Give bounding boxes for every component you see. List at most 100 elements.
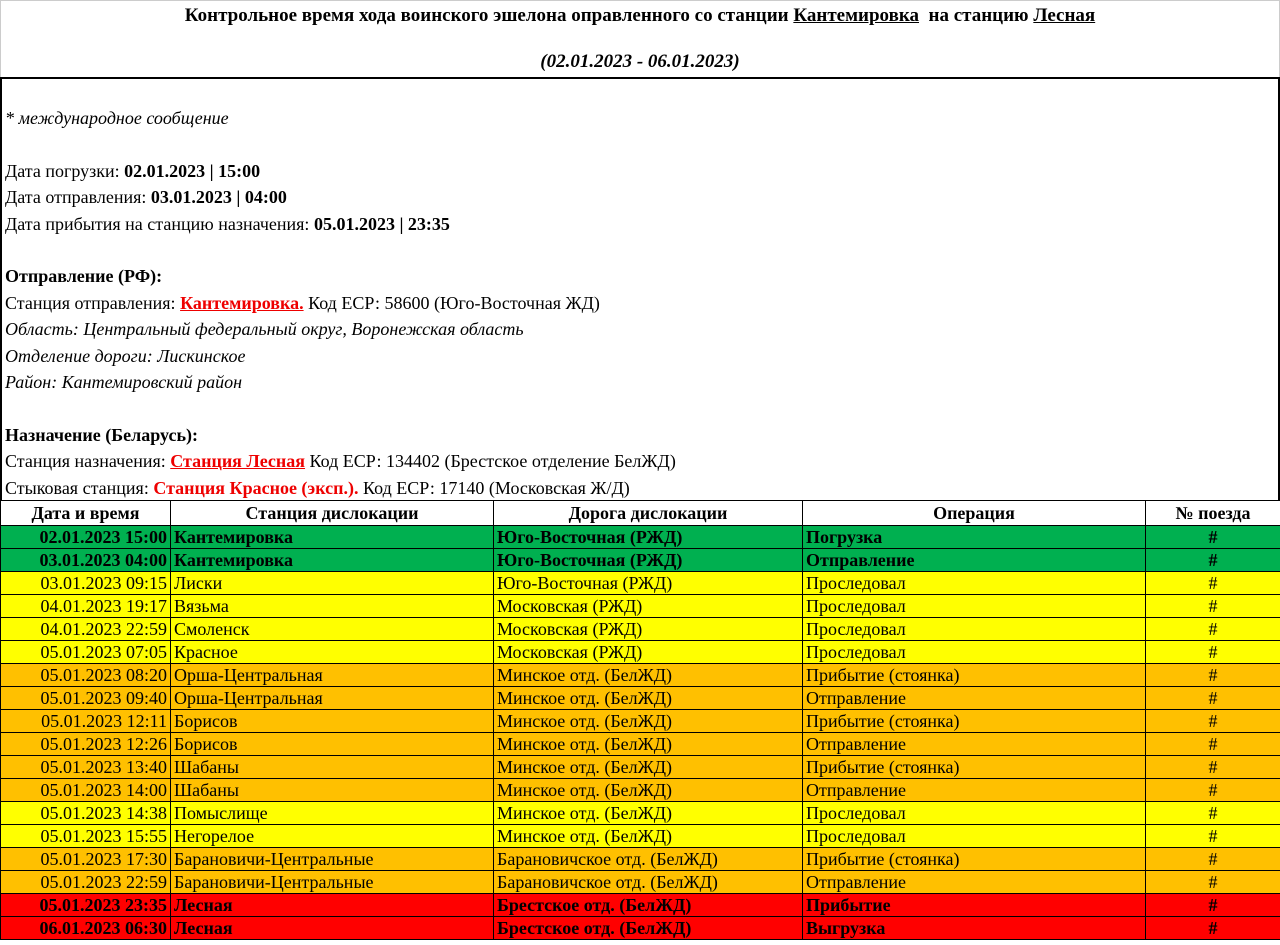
cell-operation: Проследовал — [802, 571, 1146, 595]
cell-operation: Прибытие (стоянка) — [802, 709, 1146, 733]
cell-datetime: 05.01.2023 15:55 — [0, 824, 171, 848]
title-mid: на станцию — [928, 5, 1029, 26]
destination-heading: Назначение (Беларусь): — [5, 424, 198, 445]
title-text: Контрольное время хода воинского эшелона… — [184, 5, 789, 26]
cell-operation: Погрузка — [802, 525, 1146, 549]
cell-road: Юго-Восточная (РЖД) — [493, 571, 803, 595]
cell-road: Минское отд. (БелЖД) — [493, 801, 803, 825]
cell-datetime: 05.01.2023 12:26 — [0, 732, 171, 756]
cell-train-number: # — [1145, 686, 1280, 710]
cell-station: Лиски — [170, 571, 494, 595]
cell-operation: Прибытие (стоянка) — [802, 847, 1146, 871]
cell-datetime: 05.01.2023 09:40 — [0, 686, 171, 710]
cell-datetime: 05.01.2023 13:40 — [0, 755, 171, 779]
period: (02.01.2023 - 06.01.2023) — [540, 51, 740, 72]
cell-datetime: 05.01.2023 23:35 — [0, 893, 171, 917]
shipment-info: * международное сообщение Дата погрузки:… — [0, 77, 1280, 500]
col-road: Дорога дислокации — [493, 500, 803, 526]
cell-train-number: # — [1145, 824, 1280, 848]
cell-train-number: # — [1145, 640, 1280, 664]
table-row: 03.01.2023 09:15 Лиски Юго-Восточная (РЖД)… — [0, 571, 1280, 595]
table-row: 02.01.2023 15:00 Кантемировка Юго-Восточна… — [0, 525, 1280, 549]
arrival-date: Дата прибытия на станцию назначения: 05.… — [5, 213, 450, 234]
cell-operation: Выгрузка — [802, 916, 1146, 940]
cell-station: Помыслище — [170, 801, 494, 825]
destination-station-info: Станция назначения: Станция Лесная Код Е… — [5, 451, 676, 471]
district: Район: Кантемировский район — [5, 372, 243, 392]
cell-station: Борисов — [170, 732, 494, 756]
report-title: Контрольное время хода воинского эшелона… — [0, 0, 1280, 77]
table-row: 05.01.2023 14:00 Шабаны Минское отд. (БелЖ… — [0, 778, 1280, 802]
table-row: 04.01.2023 22:59 Смоленск Московская (РЖД)… — [0, 617, 1280, 641]
cell-train-number: # — [1145, 778, 1280, 802]
cell-station: Кантемировка — [170, 525, 494, 549]
table-row: 04.01.2023 19:17 Вязьма Московская (РЖД) Пр… — [0, 594, 1280, 618]
cell-train-number: # — [1145, 571, 1280, 595]
cell-road: Брестское отд. (БелЖД) — [493, 916, 803, 940]
cell-operation: Проследовал — [802, 617, 1146, 641]
cell-station: Смоленск — [170, 617, 494, 641]
cell-datetime: 05.01.2023 07:05 — [0, 640, 171, 664]
cell-train-number: # — [1145, 548, 1280, 572]
cell-datetime: 03.01.2023 09:15 — [0, 571, 171, 595]
table-row: 05.01.2023 14:38 Помыслище Минское отд. (Б… — [0, 801, 1280, 825]
cell-datetime: 05.01.2023 17:30 — [0, 847, 171, 871]
cell-station: Орша-Центральная — [170, 686, 494, 710]
junction-station: Стыковая станция: Станция Красное (эксп.… — [5, 477, 630, 498]
cell-station: Лесная — [170, 893, 494, 917]
cell-road: Минское отд. (БелЖД) — [493, 732, 803, 756]
cell-train-number: # — [1145, 847, 1280, 871]
cell-datetime: 06.01.2023 06:30 — [0, 916, 171, 940]
note: * международное сообщение — [5, 108, 229, 128]
cell-station: Барановичи-Центральные — [170, 870, 494, 894]
col-operation: Операция — [802, 500, 1146, 526]
cell-road: Юго-Восточная (РЖД) — [493, 548, 803, 572]
table-row: 05.01.2023 13:40 Шабаны Минское отд. (БелЖ… — [0, 755, 1280, 779]
cell-datetime: 04.01.2023 22:59 — [0, 617, 171, 641]
cell-train-number: # — [1145, 525, 1280, 549]
cell-train-number: # — [1145, 663, 1280, 687]
destination-station: Лесная — [1033, 5, 1096, 26]
cell-station: Барановичи-Центральные — [170, 847, 494, 871]
table-header: Дата и время Станция дислокации Дорога д… — [0, 500, 1280, 526]
table-row: 03.01.2023 04:00 Кантемировка Юго-Восточна… — [0, 548, 1280, 572]
cell-train-number: # — [1145, 709, 1280, 733]
cell-operation: Проследовал — [802, 640, 1146, 664]
cell-operation: Отправление — [802, 732, 1146, 756]
cell-road: Минское отд. (БелЖД) — [493, 663, 803, 687]
cell-operation: Проследовал — [802, 824, 1146, 848]
cell-datetime: 05.01.2023 22:59 — [0, 870, 171, 894]
table-row: 05.01.2023 09:40 Орша-Центральная Минское … — [0, 686, 1280, 710]
cell-station: Красное — [170, 640, 494, 664]
cell-road: Юго-Восточная (РЖД) — [493, 525, 803, 549]
cell-operation: Отправление — [802, 778, 1146, 802]
cell-station: Борисов — [170, 709, 494, 733]
cell-station: Лесная — [170, 916, 494, 940]
cell-station: Негорелое — [170, 824, 494, 848]
cell-road: Барановичское отд. (БелЖД) — [493, 870, 803, 894]
cell-datetime: 05.01.2023 14:38 — [0, 801, 171, 825]
cell-datetime: 05.01.2023 14:00 — [0, 778, 171, 802]
departure-station: Станция отправления: Кантемировка. Код Е… — [5, 292, 600, 313]
cell-train-number: # — [1145, 916, 1280, 940]
cell-road: Минское отд. (БелЖД) — [493, 755, 803, 779]
cell-train-number: # — [1145, 893, 1280, 917]
table-row: 05.01.2023 12:11 Борисов Минское отд. (Бел… — [0, 709, 1280, 733]
cell-train-number: # — [1145, 617, 1280, 641]
cell-operation: Отправление — [802, 870, 1146, 894]
cell-road: Барановичское отд. (БелЖД) — [493, 847, 803, 871]
cell-datetime: 05.01.2023 08:20 — [0, 663, 171, 687]
cell-road: Брестское отд. (БелЖД) — [493, 893, 803, 917]
cell-operation: Прибытие (стоянка) — [802, 663, 1146, 687]
cell-station: Вязьма — [170, 594, 494, 618]
table-row: 05.01.2023 07:05 Красное Московская (РЖД) П… — [0, 640, 1280, 664]
load-date: Дата погрузки: 02.01.2023 | 15:00 — [5, 160, 261, 181]
cell-road: Минское отд. (БелЖД) — [493, 709, 803, 733]
schedule-table: Дата и время Станция дислокации Дорога д… — [0, 500, 1280, 940]
table-row: 05.01.2023 15:55 Негорелое Минское отд. (Б… — [0, 824, 1280, 848]
table-row: 06.01.2023 06:30 Лесная Брестское отд. (Бе… — [0, 916, 1280, 940]
cell-road: Минское отд. (БелЖД) — [493, 824, 803, 848]
cell-operation: Отправление — [802, 548, 1146, 572]
cell-datetime: 02.01.2023 15:00 — [0, 525, 171, 549]
cell-datetime: 04.01.2023 19:17 — [0, 594, 171, 618]
